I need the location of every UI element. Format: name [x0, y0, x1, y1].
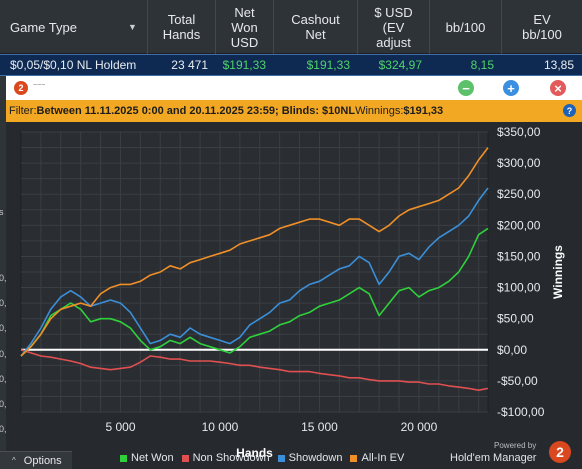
hm2-logo-icon: 2 [14, 81, 28, 95]
strip-text: 0, [0, 323, 6, 333]
x-axis-label: Hands [236, 446, 273, 460]
y-tick-label: $200,00 [497, 218, 541, 232]
column-header-label: $ USD (EV adjust [374, 4, 413, 50]
filter-bar: Filter: Between 11.11.2025 0:00 and 20.1… [6, 100, 582, 122]
y-tick-label: $300,00 [497, 156, 541, 170]
column-header-label: Game Type [10, 19, 77, 35]
graph-popup: 2 ~~~ − + × Filter: Between 11.11.2025 0… [6, 76, 582, 469]
dropdown-caret-icon[interactable]: ▼ [128, 21, 137, 32]
y-tick-label: $350,00 [497, 125, 541, 139]
column-header-label: Total Hands [162, 12, 201, 42]
y-tick-label: -$100,00 [497, 405, 545, 419]
options-label: Options [23, 454, 62, 467]
strip-text: 0, [0, 399, 6, 409]
y-tick-label: $150,00 [497, 249, 541, 263]
y-axis-label: Winnings [551, 245, 565, 299]
column-header-cashout-net[interactable]: Cashout Net [274, 0, 358, 54]
legend-item[interactable]: All-In EV [350, 452, 404, 464]
options-button[interactable]: ^ Options [0, 451, 72, 469]
filter-prefix: Filter: [9, 105, 37, 117]
brand-block: Powered by Hold'em Manager 2 [450, 441, 580, 467]
strip-text: 0, [0, 349, 6, 359]
legend-item[interactable]: Non Showdown [181, 452, 270, 464]
series-line-non-showdown [20, 349, 489, 392]
column-header-label: Net Won USD [230, 4, 259, 50]
brand-name: Hold'em Manager [450, 452, 537, 464]
strip-text: 0, [0, 273, 6, 283]
column-header-net-won[interactable]: Net Won USD [216, 0, 274, 54]
legend-label: Non Showdown [192, 452, 270, 464]
stats-table-header: Game Type ▼ Total Hands Net Won USD Cash… [0, 0, 582, 54]
legend-swatch [277, 454, 285, 462]
legend-swatch [181, 454, 189, 462]
x-tick-label: 15 000 [301, 420, 338, 434]
help-icon[interactable]: ? [563, 104, 576, 117]
popup-title-bar[interactable]: 2 ~~~ − + × [6, 76, 582, 100]
cell-cashout-net: $191,33 [306, 58, 350, 72]
y-tick-label: $50,00 [497, 312, 534, 326]
series-line-net-won [20, 227, 489, 357]
column-header-label: bb/100 [445, 19, 486, 35]
cell-ev-adjusted: $324,97 [378, 58, 422, 72]
y-tick-label: $0,00 [497, 343, 527, 357]
legend-swatch [350, 454, 358, 462]
legend-label: Showdown [288, 452, 343, 464]
legend-item[interactable]: Showdown [277, 452, 343, 464]
legend-item[interactable]: Net Won [120, 452, 174, 464]
caret-up-icon: ^ [12, 456, 16, 465]
x-tick-label: 20 000 [401, 420, 438, 434]
column-header-label: EV bb/100 [522, 12, 562, 42]
legend-label: Net Won [131, 452, 174, 464]
column-header-ev-bb100[interactable]: EV bb/100 [502, 0, 582, 54]
hm2-brand-icon: 2 [549, 441, 571, 463]
close-button[interactable]: × [550, 80, 566, 96]
winnings-chart: $350,00 $300,00 $250,00 $200,00 $150,00 $100,… [6, 122, 582, 469]
cell-total-hands: 23 471 [171, 58, 208, 72]
popup-title: ~~~ [33, 82, 46, 89]
minimize-button[interactable]: − [458, 80, 474, 96]
strip-text: 0, [0, 424, 6, 434]
filter-text: Between 11.11.2025 0:00 and 20.11.2025 2… [36, 105, 356, 117]
column-header-ev-adjusted[interactable]: $ USD (EV adjust [358, 0, 430, 54]
cell-ev-bb100: 13,85 [543, 58, 574, 72]
column-header-game-type[interactable]: Game Type ▼ [0, 0, 148, 54]
filter-winnings-label: Winnings: [355, 105, 404, 117]
x-tick-label: 10 000 [202, 420, 239, 434]
y-tick-label: $250,00 [497, 187, 541, 201]
chart-legend: Net Won Non Showdown Showdown All-In EV [120, 451, 412, 465]
cell-bb100: 8,15 [470, 58, 494, 72]
column-header-total-hands[interactable]: Total Hands [148, 0, 216, 54]
y-tick-label: $100,00 [497, 281, 541, 295]
add-button[interactable]: + [503, 80, 519, 96]
series-line-showdown [20, 187, 489, 357]
cell-net-won: $191,33 [222, 58, 266, 72]
filter-winnings-value: $191,33 [403, 105, 444, 117]
cell-game-type: $0,05/$0,10 NL Holdem [10, 58, 137, 72]
strip-text: 0, [0, 298, 6, 308]
table-row[interactable]: $0,05/$0,10 NL Holdem 23 471 $191,33 $19… [0, 54, 582, 76]
legend-label: All-In EV [361, 452, 405, 464]
strip-text: 0, [0, 374, 6, 384]
background-window-strip: s 0, 0, 0, 0, 0, 0, 0, [0, 76, 6, 469]
x-tick-label: 5 000 [105, 420, 135, 434]
legend-swatch [120, 454, 127, 462]
winnings-chart-svg: $350,00 $300,00 $250,00 $200,00 $150,00 $100,… [20, 125, 565, 460]
powered-by-text: Powered by [494, 441, 537, 450]
y-tick-label: -$50,00 [497, 374, 538, 388]
series-line-all-in-ev [20, 147, 489, 357]
column-header-label: Cashout Net [291, 12, 340, 42]
column-header-bb100[interactable]: bb/100 [430, 0, 502, 54]
strip-text: s [0, 207, 4, 217]
